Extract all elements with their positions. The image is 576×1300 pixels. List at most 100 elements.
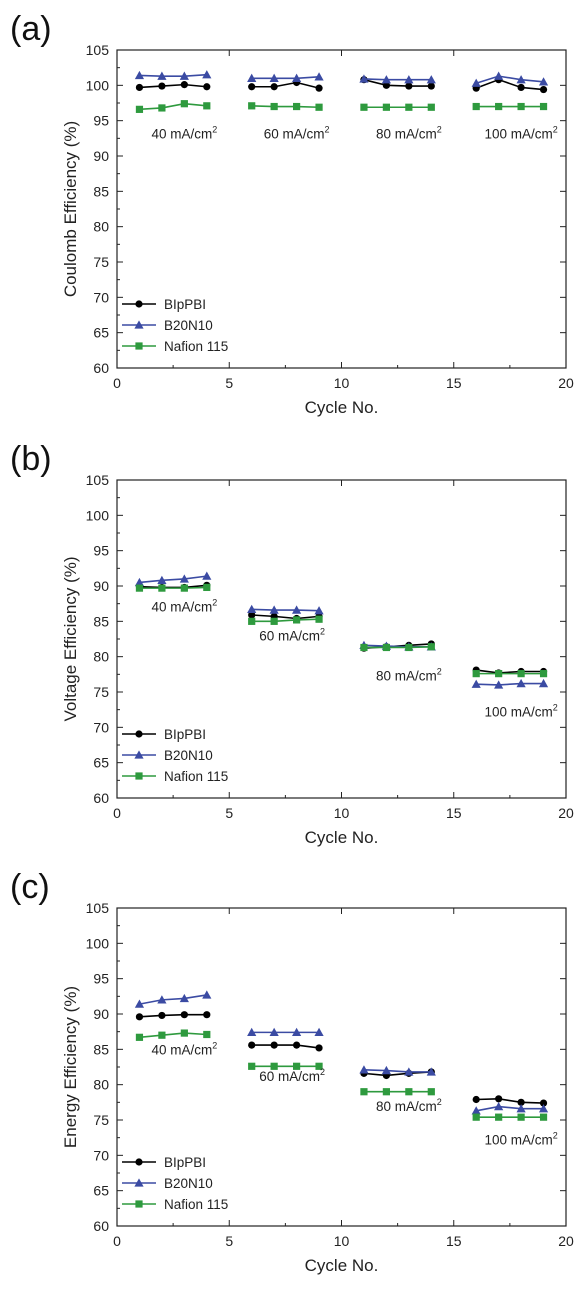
data-point-nafion-115 xyxy=(180,100,188,108)
data-point-bippbi xyxy=(293,1041,301,1049)
data-point-b20n10 xyxy=(157,995,167,1004)
y-tick-label: 70 xyxy=(93,289,109,305)
data-point-bippbi xyxy=(248,1041,256,1049)
data-point-b20n10 xyxy=(157,575,167,585)
x-tick-label: 20 xyxy=(558,805,574,821)
data-point-nafion-115 xyxy=(539,670,548,678)
panel-label: (b) xyxy=(10,440,52,478)
x-tick-label: 0 xyxy=(113,805,121,821)
data-point-b20n10 xyxy=(292,605,302,614)
data-point-b20n10 xyxy=(314,72,324,81)
y-tick-label: 65 xyxy=(93,325,109,341)
data-point-b20n10 xyxy=(471,679,481,688)
series-line-nafion-115 xyxy=(251,618,320,623)
data-point-b20n10 xyxy=(292,1027,302,1037)
x-axis-label: Cycle No. xyxy=(305,828,379,847)
data-point-bippbi xyxy=(539,85,548,94)
data-point-b20n10 xyxy=(381,1065,391,1075)
legend-label-b20n10: B20N10 xyxy=(164,318,213,333)
legend-marker-bippbi xyxy=(135,300,143,308)
x-tick-label: 10 xyxy=(334,1233,350,1249)
data-point-bippbi xyxy=(539,1099,548,1107)
y-tick-label: 70 xyxy=(93,1147,109,1163)
data-point-bippbi xyxy=(472,1095,480,1104)
data-point-b20n10 xyxy=(314,1027,324,1037)
x-axis-label: Cycle No. xyxy=(305,1256,379,1275)
legend-marker-bippbi xyxy=(135,730,143,738)
data-point-b20n10 xyxy=(202,70,212,79)
data-point-nafion-115 xyxy=(427,643,435,651)
current-density-label: 80 mA/cm2 xyxy=(376,1097,442,1114)
legend-label-nafion-115: Nafion 115 xyxy=(164,1197,228,1212)
data-point-b20n10 xyxy=(269,605,279,614)
y-tick-label: 105 xyxy=(86,42,110,58)
data-point-bippbi xyxy=(517,1098,525,1106)
data-point-nafion-115 xyxy=(472,670,480,678)
data-point-b20n10 xyxy=(538,678,549,688)
y-tick-label: 80 xyxy=(93,649,109,665)
y-tick-label: 65 xyxy=(93,1183,109,1199)
series-line-b20n10 xyxy=(251,76,320,80)
data-point-nafion-115 xyxy=(135,1033,144,1041)
series-line-b20n10 xyxy=(139,575,207,584)
y-tick-label: 75 xyxy=(93,684,109,700)
data-point-nafion-115 xyxy=(472,1113,480,1121)
legend-label-nafion-115: Nafion 115 xyxy=(164,769,228,784)
data-point-bippbi xyxy=(248,611,256,619)
data-point-nafion-115 xyxy=(270,102,278,111)
data-point-bippbi xyxy=(405,82,413,90)
y-tick-label: 85 xyxy=(93,183,109,199)
data-point-nafion-115 xyxy=(315,615,323,623)
data-point-b20n10 xyxy=(538,77,549,86)
data-point-bippbi xyxy=(135,1013,144,1021)
x-tick-label: 5 xyxy=(225,1233,233,1249)
series-line-bippbi xyxy=(363,78,432,87)
data-point-b20n10 xyxy=(359,74,369,83)
legend-label-bippbi: BIpPBI xyxy=(164,1155,206,1170)
x-tick-label: 10 xyxy=(334,805,350,821)
x-tick-label: 15 xyxy=(446,375,462,391)
current-density-label: 60 mA/cm2 xyxy=(259,1067,325,1084)
current-density-label: 40 mA/cm2 xyxy=(151,124,217,141)
current-density-label: 100 mA/cm2 xyxy=(484,1131,557,1148)
data-point-b20n10 xyxy=(516,1104,526,1113)
data-point-b20n10 xyxy=(359,1065,369,1074)
x-tick-label: 20 xyxy=(558,1233,574,1249)
data-point-bippbi xyxy=(135,83,144,92)
y-tick-label: 95 xyxy=(93,543,109,559)
data-point-bippbi xyxy=(270,1041,278,1049)
voltage-efficiency-chart: 60 65 70 75 80 85 90 95 100 105 0 5 10 15 20 Cycle No. V… xyxy=(61,472,574,847)
x-tick-label: 15 xyxy=(446,805,462,821)
x-axis-label: Cycle No. xyxy=(305,398,379,417)
data-point-nafion-115 xyxy=(517,102,525,111)
series-line-b20n10 xyxy=(475,75,544,84)
data-point-nafion-115 xyxy=(495,1113,503,1121)
x-tick-label: 10 xyxy=(334,375,350,391)
y-tick-label: 100 xyxy=(86,77,110,93)
panel-c-energy-efficiency: (c) 60 65 70 75 80 85 90 95 100 105 0 5 10 15 20 Cycle … xyxy=(0,868,576,1298)
current-density-label: 100 mA/cm2 xyxy=(484,124,557,141)
series-line-nafion-115 xyxy=(139,1032,207,1039)
series-line-b20n10 xyxy=(476,682,544,686)
data-point-nafion-115 xyxy=(180,1029,188,1037)
y-tick-label: 90 xyxy=(93,1006,109,1022)
x-tick-label: 15 xyxy=(446,1233,462,1249)
y-tick-label: 95 xyxy=(93,971,109,987)
data-point-nafion-115 xyxy=(158,104,166,112)
data-point-b20n10 xyxy=(516,75,526,84)
data-point-nafion-115 xyxy=(270,617,278,625)
data-point-nafion-115 xyxy=(382,103,390,111)
series-line-b20n10 xyxy=(363,1069,432,1073)
x-tick-label: 5 xyxy=(225,375,233,391)
data-point-nafion-115 xyxy=(405,103,413,111)
current-density-label: 40 mA/cm2 xyxy=(151,1040,217,1057)
data-point-nafion-115 xyxy=(135,105,144,113)
data-point-bippbi xyxy=(315,1044,323,1052)
y-tick-label: 65 xyxy=(93,755,109,771)
data-point-bippbi xyxy=(203,1011,211,1019)
data-point-b20n10 xyxy=(494,71,504,80)
y-tick-label: 95 xyxy=(93,113,109,129)
y-tick-label: 80 xyxy=(93,1077,109,1093)
data-point-bippbi xyxy=(315,84,323,92)
data-point-nafion-115 xyxy=(158,1031,166,1039)
